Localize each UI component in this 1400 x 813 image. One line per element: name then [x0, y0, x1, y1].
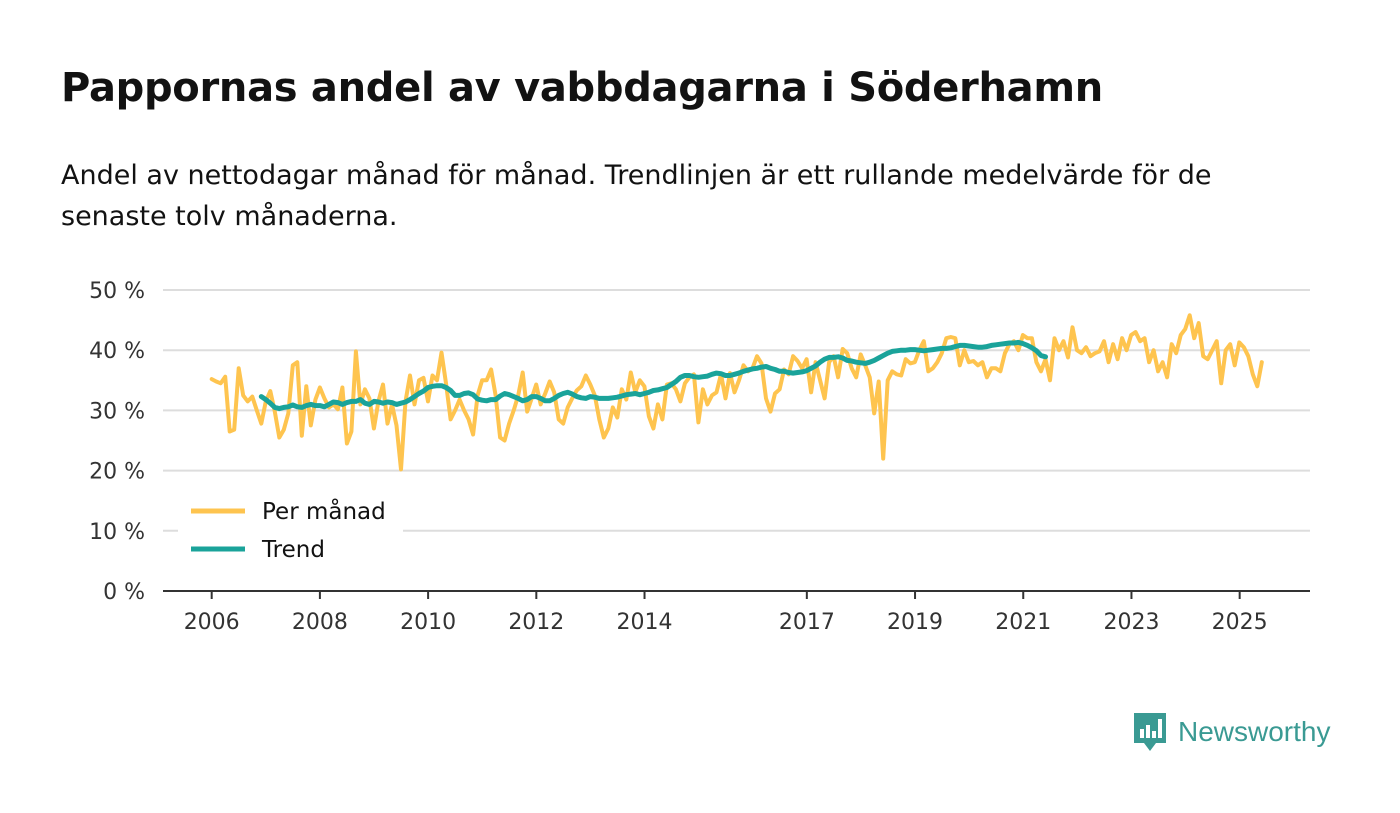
y-tick-label: 30 %	[89, 399, 145, 424]
y-axis-ticks: 0 % 10 % 20 % 30 % 40 % 50 %	[89, 279, 145, 605]
brand-name: Newsworthy	[1178, 716, 1331, 747]
y-tick-label: 20 %	[89, 460, 145, 485]
brand-logo: Newsworthy	[1132, 710, 1330, 754]
legend-label-trend: Trend	[261, 537, 325, 563]
x-tick-label: 2023	[1103, 610, 1159, 635]
chart-subtitle: Andel av nettodagar månad för månad. Tre…	[61, 160, 1212, 232]
x-tick-label: 2025	[1212, 610, 1268, 635]
x-tick-label: 2021	[995, 610, 1051, 635]
x-tick-label: 2019	[887, 610, 943, 635]
series-lines	[209, 313, 1264, 472]
series-line-trend	[258, 339, 1048, 412]
bar-chart-icon	[1134, 713, 1166, 751]
y-tick-label: 50 %	[89, 279, 145, 304]
page-title: Pappornas andel av vabbdagarna i Söderha…	[61, 65, 1103, 111]
x-tick-label: 2014	[617, 610, 673, 635]
y-tick-label: 10 %	[89, 520, 145, 545]
x-tick-label: 2010	[400, 610, 456, 635]
series-line-monthly	[209, 313, 1264, 472]
x-axis-ticks: 2006 2008 2010 2012 2014 2017 2019 2021 2023 2025	[184, 591, 1268, 635]
x-tick-label: 2012	[508, 610, 564, 635]
x-tick-label: 2017	[779, 610, 835, 635]
legend-label-monthly: Per månad	[262, 497, 386, 525]
x-tick-label: 2008	[292, 610, 348, 635]
legend-background	[178, 488, 403, 570]
x-tick-label: 2006	[184, 610, 240, 635]
y-tick-label: 40 %	[89, 339, 145, 364]
y-tick-label: 0 %	[103, 580, 145, 605]
legend: Per månad Trend	[178, 488, 403, 570]
